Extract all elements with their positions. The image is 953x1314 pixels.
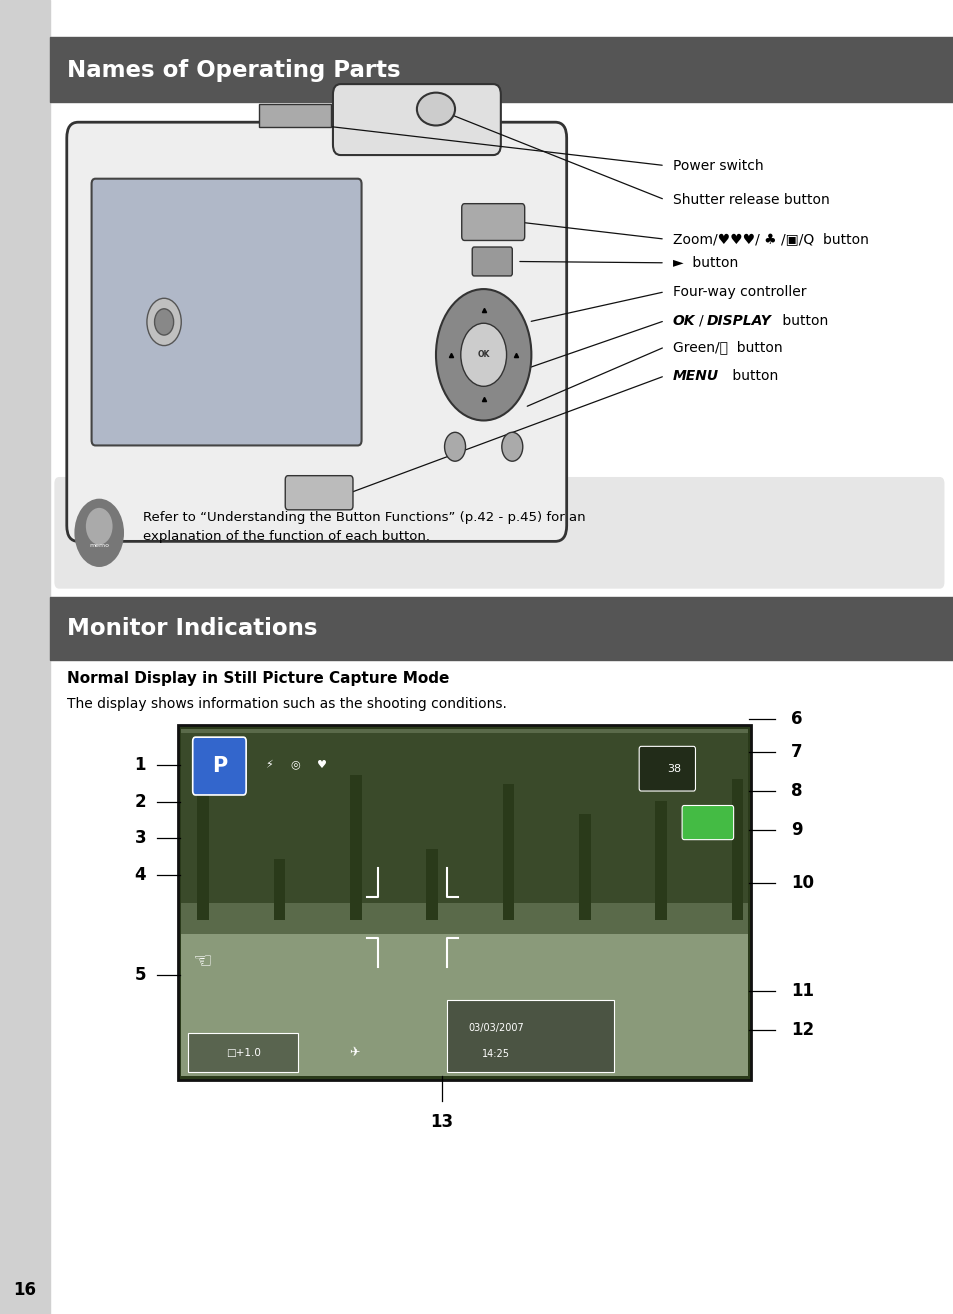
Text: 6: 6 — [790, 710, 801, 728]
Text: 16: 16 — [13, 1281, 36, 1300]
Text: 5: 5 — [134, 966, 146, 984]
Bar — [178, 725, 750, 1080]
FancyBboxPatch shape — [285, 476, 353, 510]
FancyBboxPatch shape — [639, 746, 695, 791]
Text: ☜: ☜ — [193, 951, 212, 972]
FancyBboxPatch shape — [461, 204, 524, 240]
Bar — [50, 37, 953, 102]
Circle shape — [436, 289, 531, 420]
Bar — [447, 1000, 614, 1072]
Text: 03/03/2007: 03/03/2007 — [468, 1022, 523, 1033]
Text: □+1.0: □+1.0 — [226, 1047, 260, 1058]
Text: Power switch: Power switch — [672, 159, 762, 172]
Bar — [50, 597, 953, 660]
Text: 3: 3 — [134, 829, 146, 848]
Text: OK: OK — [672, 314, 695, 327]
Text: ⚡: ⚡ — [265, 759, 273, 770]
FancyBboxPatch shape — [681, 805, 733, 840]
Circle shape — [147, 298, 181, 346]
Ellipse shape — [416, 92, 455, 125]
Text: /: / — [699, 314, 703, 327]
Text: 2: 2 — [134, 792, 146, 811]
Text: 13: 13 — [430, 1113, 453, 1131]
Text: Zoom/♥♥♥/ ♣ /▣/Q  button: Zoom/♥♥♥/ ♣ /▣/Q button — [672, 233, 867, 246]
Circle shape — [501, 432, 522, 461]
Text: 11: 11 — [790, 982, 813, 1000]
Bar — [426, 840, 437, 920]
Bar — [350, 866, 361, 920]
Circle shape — [74, 499, 124, 568]
FancyBboxPatch shape — [193, 737, 246, 795]
FancyBboxPatch shape — [67, 122, 566, 541]
Text: 1: 1 — [134, 756, 146, 774]
Text: 14:25: 14:25 — [481, 1049, 510, 1059]
FancyBboxPatch shape — [333, 84, 500, 155]
Text: OK: OK — [477, 351, 489, 359]
Text: Names of Operating Parts: Names of Operating Parts — [67, 59, 400, 81]
Text: Shutter release button: Shutter release button — [672, 193, 828, 206]
Bar — [181, 934, 747, 1076]
Bar — [578, 790, 590, 920]
Text: Refer to “Understanding the Button Functions” (p.42 - p.45) for an
explanation o: Refer to “Understanding the Button Funct… — [143, 511, 585, 543]
Text: ◎: ◎ — [291, 759, 300, 770]
Bar — [731, 816, 742, 920]
Text: P: P — [212, 756, 227, 777]
Text: 4: 4 — [134, 866, 146, 884]
Text: 8: 8 — [790, 782, 801, 800]
Text: DISPLAY: DISPLAY — [706, 314, 771, 327]
Bar — [188, 1033, 297, 1072]
Circle shape — [460, 323, 506, 386]
Bar — [655, 796, 666, 920]
FancyBboxPatch shape — [472, 247, 512, 276]
Text: Green/Ⓢ  button: Green/Ⓢ button — [672, 340, 781, 353]
Text: 9: 9 — [790, 821, 801, 840]
Bar — [197, 791, 209, 920]
Bar — [502, 802, 514, 920]
Text: Four-way controller: Four-way controller — [672, 285, 805, 298]
Text: button: button — [727, 369, 778, 382]
Text: 38: 38 — [667, 763, 680, 774]
Text: ♥: ♥ — [317, 759, 327, 770]
FancyBboxPatch shape — [91, 179, 361, 445]
FancyBboxPatch shape — [54, 477, 943, 589]
Bar — [274, 771, 285, 920]
Text: 10: 10 — [790, 874, 813, 892]
Circle shape — [154, 309, 173, 335]
Bar — [181, 733, 747, 903]
Bar — [0, 0, 50, 1314]
Text: The display shows information such as the shooting conditions.: The display shows information such as th… — [67, 698, 506, 711]
Circle shape — [444, 432, 465, 461]
Circle shape — [86, 509, 112, 544]
Text: Monitor Indications: Monitor Indications — [67, 616, 317, 640]
Text: ✈: ✈ — [349, 1046, 360, 1059]
Text: button: button — [777, 314, 827, 327]
Text: MENU: MENU — [672, 369, 718, 382]
Text: 7: 7 — [790, 742, 801, 761]
Text: Normal Display in Still Picture Capture Mode: Normal Display in Still Picture Capture … — [67, 670, 449, 686]
Text: ►  button: ► button — [672, 256, 737, 269]
Bar — [259, 104, 331, 127]
Text: memo: memo — [90, 544, 109, 548]
Bar — [181, 729, 747, 1076]
Text: 12: 12 — [790, 1021, 813, 1039]
